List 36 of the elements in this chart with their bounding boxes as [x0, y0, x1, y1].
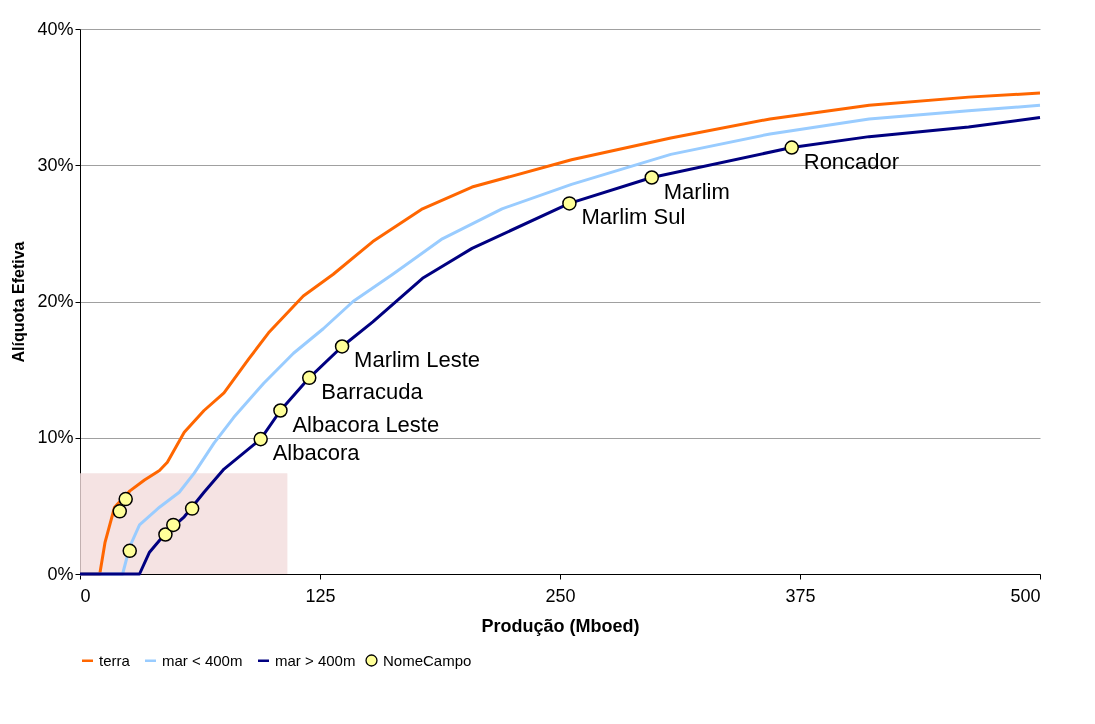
point: [122, 543, 137, 559]
point: [644, 170, 660, 185]
annotation: Marlim: [663, 178, 730, 204]
y-tick-label: 20%: [37, 291, 74, 311]
point: [166, 517, 181, 533]
x-tick-label: 125: [305, 585, 336, 606]
point: [562, 196, 577, 211]
annotation: Albacora: [272, 440, 361, 466]
point: [784, 140, 800, 155]
point: [273, 403, 288, 418]
legend-label: NomeCampo: [383, 651, 472, 669]
y-axis-title: Alíquota Efetiva: [10, 241, 28, 363]
point: [184, 501, 200, 516]
point: [112, 504, 128, 519]
annotation: Marlim Sul: [581, 204, 686, 230]
point: [118, 491, 133, 507]
y-tick-label: 30%: [37, 154, 74, 175]
point: [334, 339, 350, 354]
x-axis-title: Produção (Mboed): [481, 615, 640, 636]
legend-label: mar > 400m: [275, 651, 356, 669]
point: [253, 431, 268, 447]
y-tick-label: 10%: [37, 427, 74, 448]
annotation: Roncador: [803, 148, 900, 174]
legend-label: mar < 400m: [162, 651, 243, 669]
legend-label: terra: [99, 651, 131, 669]
x-tick-label: 250: [545, 585, 576, 606]
annotation: Albacora Leste: [292, 411, 440, 437]
annotation: Marlim Leste: [354, 347, 480, 373]
y-tick-label: 0%: [47, 563, 74, 584]
point: [158, 527, 173, 542]
x-tick-label: 375: [785, 585, 816, 606]
x-tick-label: 0: [80, 585, 91, 606]
x-tick-label: 500: [1010, 585, 1041, 606]
y-tick-label: 40%: [37, 18, 74, 39]
annotation: Barracuda: [321, 378, 424, 404]
point: [301, 370, 317, 386]
